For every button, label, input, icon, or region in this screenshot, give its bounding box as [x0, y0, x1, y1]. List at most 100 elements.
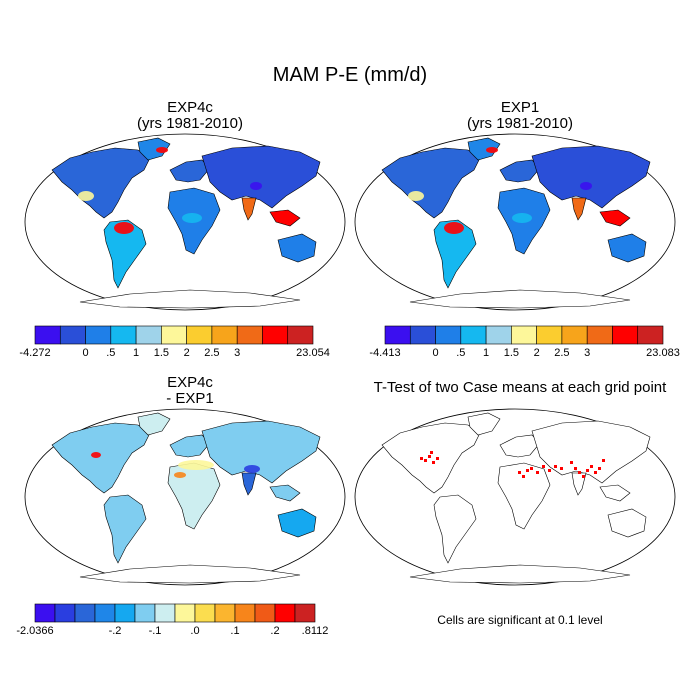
colorbar-tick-label: 2 [184, 347, 190, 359]
central-africa-band [512, 213, 532, 223]
colorbar-box [587, 326, 612, 344]
colorbar-box [295, 604, 315, 622]
colorbar-box [187, 326, 212, 344]
significant-cell [602, 459, 605, 462]
significant-cell [582, 475, 585, 478]
colorbar-box [175, 604, 195, 622]
significant-cell [530, 467, 533, 470]
colorbar-tick-label: .2 [270, 625, 279, 637]
north-america-band [78, 191, 94, 201]
colorbar-box [135, 604, 155, 622]
colorbar-tick-label: -4.272 [19, 347, 50, 359]
colorbar-box [136, 326, 161, 344]
significant-cell [522, 475, 525, 478]
colorbar-box [215, 604, 235, 622]
colorbar-box [75, 604, 95, 622]
colorbar-box [385, 326, 410, 344]
colorbar-box [55, 604, 75, 622]
significant-cell [560, 467, 563, 470]
significant-cell [570, 461, 573, 464]
colorbar-tick-label: 3 [584, 347, 590, 359]
colorbar-box [288, 326, 313, 344]
colorbar-box [537, 326, 562, 344]
colorbar-box [461, 326, 486, 344]
colorbar-tick-label: -4.413 [369, 347, 400, 359]
colorbar-box [237, 326, 262, 344]
significant-cell [586, 469, 589, 472]
significant-cell [554, 465, 557, 468]
colorbar-box [60, 326, 85, 344]
colorbar-tick-label: .0 [190, 625, 199, 637]
significant-cell [430, 451, 433, 454]
amazon-maximum [114, 222, 134, 234]
significant-cell [432, 461, 435, 464]
colorbar-box [35, 604, 55, 622]
colorbar-tick-label: .5 [106, 347, 115, 359]
colorbar-box [486, 326, 511, 344]
colorbar-difference: -2.0366 -.2 -.1 .0 .1 .2 .8112 [20, 600, 350, 640]
significant-cell [536, 471, 539, 474]
figure-title: MAM P-E (mm/d) [0, 64, 700, 87]
colorbar-tick-label: 1 [133, 347, 139, 359]
significant-cell [590, 465, 593, 468]
significance-note: Cells are significant at 0.1 level [370, 613, 670, 627]
significant-cell [518, 471, 521, 474]
iceland-maximum [486, 147, 498, 153]
colorbar-tick-label: 2.5 [554, 347, 569, 359]
map-panel-difference [20, 405, 350, 585]
map-panel-ttest [350, 405, 680, 585]
colorbar-box [436, 326, 461, 344]
colorbar-box [95, 604, 115, 622]
colorbar-tick-label: -.1 [149, 625, 162, 637]
colorbar-exp1: -4.413 0 .5 1 1.5 2 2.5 3 23.083 [370, 322, 700, 362]
colorbar-tick-label: -2.0366 [16, 625, 53, 637]
colorbar-box [212, 326, 237, 344]
colorbar-tick-label: 23.083 [646, 347, 680, 359]
colorbar-box [511, 326, 536, 344]
significant-cell [428, 455, 431, 458]
panel-title-tr: EXP1 (yrs 1981-2010) [370, 100, 670, 132]
colorbar-box [255, 604, 275, 622]
central-asia-minimum [250, 182, 262, 190]
colorbar-exp4c: -4.272 0 .5 1 1.5 2 2.5 3 23.054 [20, 322, 350, 362]
panel-title-br-line1: T-Test of two Case means at each grid po… [340, 380, 700, 396]
iceland-maximum [156, 147, 168, 153]
central-asia-minimum [580, 182, 592, 190]
colorbar-box [612, 326, 637, 344]
panel-title-tl: EXP4c (yrs 1981-2010) [40, 100, 340, 132]
colorbar-box [262, 326, 287, 344]
colorbar-tick-label: .5 [456, 347, 465, 359]
colorbar-tick-label: 2 [534, 347, 540, 359]
north-america-band [408, 191, 424, 201]
significant-cell [598, 467, 601, 470]
amazon-maximum [444, 222, 464, 234]
colorbar-tick-label: .8112 [302, 625, 329, 637]
sahara-positive [178, 460, 214, 470]
colorbar-tick-label: 1.5 [154, 347, 169, 359]
colorbar-box [115, 604, 135, 622]
panel-title-tr-line1: EXP1 [370, 100, 670, 116]
colorbar-box [195, 604, 215, 622]
colorbar-box [275, 604, 295, 622]
significant-cell [436, 457, 439, 460]
colorbar-box [410, 326, 435, 344]
significant-cell [594, 471, 597, 474]
significant-cell [574, 467, 577, 470]
significant-cell [542, 465, 545, 468]
significant-cell [526, 469, 529, 472]
panel-title-bl: EXP4c - EXP1 [40, 375, 340, 407]
south-asia-negative [244, 465, 260, 473]
colorbar-box [35, 326, 60, 344]
colorbar-tick-label: -.2 [109, 625, 122, 637]
colorbar-box [155, 604, 175, 622]
significant-cell [424, 459, 427, 462]
colorbar-box [235, 604, 255, 622]
west-africa-positive [174, 472, 186, 478]
colorbar-tick-label: .1 [230, 625, 239, 637]
colorbar-box [86, 326, 111, 344]
map-panel-exp4c [20, 130, 350, 310]
panel-title-bl-line1: EXP4c [40, 375, 340, 391]
panel-title-tl-line1: EXP4c [40, 100, 340, 116]
significant-cell [548, 469, 551, 472]
colorbar-box [638, 326, 663, 344]
